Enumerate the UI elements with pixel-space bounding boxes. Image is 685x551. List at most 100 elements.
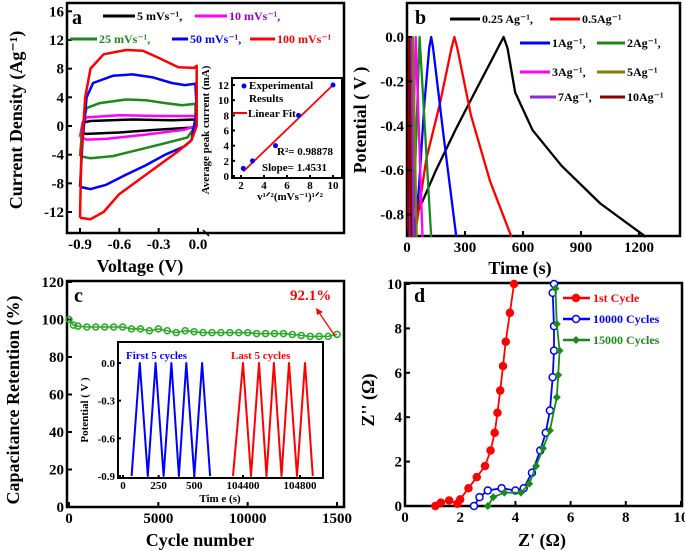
inset-a-data-point (240, 165, 246, 171)
c-retention-point (297, 331, 306, 340)
panel-b-label: b (415, 7, 426, 29)
c-y-tick-label: 120 (42, 275, 65, 291)
d-y-tick-label: 4 (395, 410, 403, 426)
d-y-tick-label: 10 (387, 277, 402, 293)
b-y-tick-label: -0.6 (380, 163, 404, 179)
d-nyquist-point (483, 502, 492, 510)
a-legend-4-label: 100 mVs⁻¹ (277, 32, 332, 46)
c-retention-point (208, 328, 216, 337)
b-legend-2-label: 1Ag⁻¹, (552, 36, 586, 50)
c-retention-point (217, 328, 225, 337)
inset-c-x-last-tick-label: 104800 (284, 480, 318, 492)
c-retention-point (109, 323, 118, 331)
d-nyquist-point (554, 371, 563, 380)
c-y-tick-label: 80 (49, 350, 64, 366)
d-y-tick-label: 0 (395, 499, 403, 515)
a-cv-curve (78, 73, 198, 191)
inset-a-legend-fit: Linear Fit (248, 108, 296, 120)
inset-c-y-tick-label: 0.0 (101, 358, 115, 370)
a-cv-curve (78, 98, 197, 160)
b-x-tick-label: 0 (403, 240, 411, 256)
c-retention-point (270, 329, 279, 338)
a-x-axis-title: Voltage (V) (97, 256, 184, 277)
panel-a-label: a (72, 7, 82, 29)
d-nyquist-point (501, 337, 510, 346)
d-x-tick-label: 0 (401, 510, 409, 526)
inset-a-y-tick-label: 4 (224, 141, 230, 153)
c-y-tick-label: 0 (57, 500, 65, 516)
d-nyquist-point (552, 319, 561, 328)
a-x-tick-label: -0.3 (147, 237, 171, 253)
inset-a-fit-line (242, 84, 334, 173)
inset-a-legend-dot (241, 83, 247, 89)
c-y-tick-label: 100 (42, 313, 65, 329)
inset-c-x-first-tick-label: 0 (120, 480, 126, 492)
b-legend-5-label: 5Ag⁻¹ (627, 65, 658, 79)
d-legend-label: 10000 Cycles (593, 312, 660, 326)
inset-c-y-title: Potential ( V ) (79, 377, 91, 443)
d-plot-frame (403, 281, 684, 508)
c-retention-point (279, 329, 288, 338)
a-y-axis-title: Current Density (Ag⁻¹) (6, 31, 27, 210)
c-retention-point (315, 332, 323, 341)
c-x-tick-label: 0 (65, 511, 73, 527)
a-y-tick-label: 8 (57, 62, 65, 78)
d-x-tick-label: 8 (622, 510, 630, 526)
a-y-tick-label: 0 (57, 119, 65, 135)
d-nyquist-point (516, 488, 525, 497)
d-nyquist-point (545, 426, 554, 435)
a-y-tick-label: -4 (52, 148, 65, 164)
c-retention-point (100, 323, 109, 331)
d-y-tick-label: 2 (395, 455, 403, 471)
c-retention-point (118, 323, 127, 331)
c-retention-point (163, 327, 172, 335)
a-y-tick-label: 4 (57, 90, 65, 106)
inset-c-y-tick-label: -0.3 (98, 396, 116, 408)
b-legend-4-label: 3Ag⁻¹, (552, 65, 586, 79)
c-y-axis-title: Capacitance Retention (%) (3, 296, 24, 505)
panel-c-label: c (74, 285, 83, 307)
inset-a-y-tick-label: 0 (224, 171, 230, 183)
b-x-tick-label: 1200 (624, 240, 654, 256)
inset-c-x-first-tick-label: 250 (150, 480, 167, 492)
inset-a-y-tick-label: 2 (224, 156, 230, 168)
inset-a-legend-exp-2: Results (249, 93, 284, 105)
d-nyquist-point (464, 483, 473, 493)
inset-c-x-last-tick-label: 104400 (227, 480, 261, 492)
b-legend-0-label: 0.25 Ag⁻¹, (482, 12, 533, 26)
c-annotation-arrow (317, 310, 336, 337)
c-retention-line (68, 319, 338, 338)
inset-a-y-tick-label: 8 (224, 110, 230, 122)
inset-c-first-cycles (130, 362, 212, 477)
c-retention-point (92, 323, 100, 331)
c-y-tick-label: 60 (49, 388, 64, 404)
c-y-tick-label: 40 (49, 425, 64, 441)
b-legend-1-label: 0.5Ag⁻¹ (582, 12, 622, 26)
c-x-tick-label: 10000 (229, 511, 267, 527)
d-legend-label: 15000 Cycles (593, 333, 660, 347)
inset-a-y-title: Average peak current (mA) (200, 65, 212, 194)
b-y-tick-label: 0.0 (385, 30, 404, 46)
c-retention-point (324, 332, 332, 341)
c-retention-point (190, 327, 198, 336)
d-nyquist-point (500, 488, 509, 497)
c-retention-point (235, 328, 243, 337)
d-nyquist-point (475, 492, 484, 502)
a-y-tick-label: 16 (49, 4, 65, 20)
c-retention-point (127, 325, 136, 333)
d-nyquist-point (545, 406, 555, 415)
d-nyquist-point (532, 462, 541, 471)
d-legend-marker (571, 314, 581, 324)
b-y-tick-label: -0.4 (380, 119, 404, 135)
c-annotation-arrowhead (316, 308, 323, 315)
d-nyquist-point (483, 486, 493, 495)
d-x-tick-label: 2 (456, 510, 464, 526)
inset-a-y-tick-label: 10 (218, 95, 230, 107)
d-nyquist-point (525, 479, 534, 488)
inset-a-x-tick-label: 4 (261, 180, 267, 192)
inset-a-x-tick-label: 2 (238, 180, 244, 192)
c-retention-point (252, 329, 261, 338)
d-nyquist-point (436, 498, 446, 507)
c-y-tick-label: 20 (49, 463, 64, 479)
